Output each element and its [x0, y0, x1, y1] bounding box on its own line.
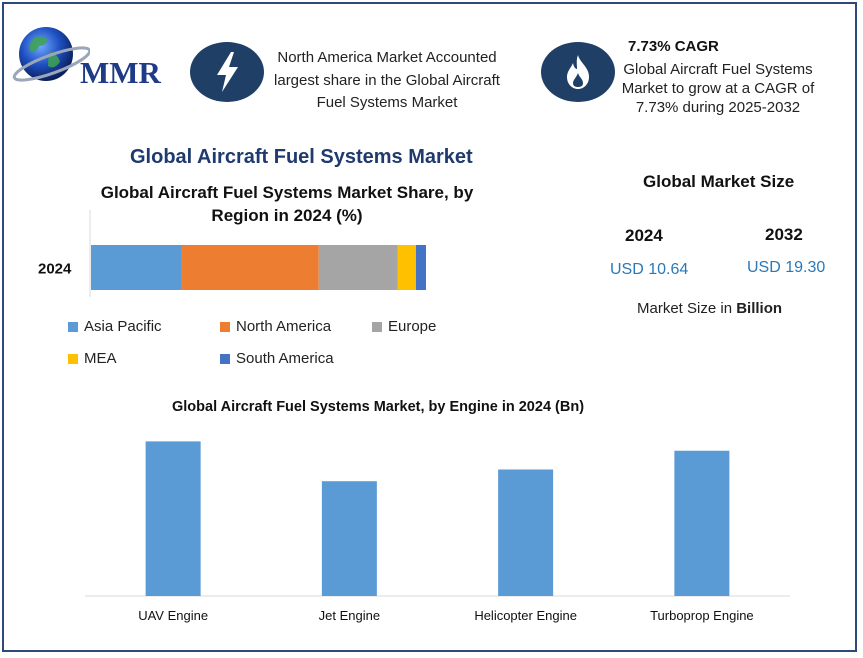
legend-label: Europe — [388, 318, 437, 335]
year-2032: 2032 — [765, 225, 803, 244]
legend-label: North America — [236, 318, 332, 335]
engine-chart-title: Global Aircraft Fuel Systems Market, by … — [172, 399, 585, 415]
engine-category-label: Turboprop Engine — [650, 608, 754, 623]
engine-bar — [498, 469, 554, 596]
legend-item: Asia Pacific — [68, 318, 162, 335]
north-america-info: North America Market Accounted largest s… — [274, 49, 500, 111]
legend-label: MEA — [84, 350, 117, 367]
legend-swatch — [220, 353, 230, 364]
engine-bar — [145, 441, 201, 596]
legend-swatch — [68, 353, 78, 364]
market-value-2024: USD 10.64 — [610, 261, 689, 278]
logo-text: MMR — [80, 55, 161, 90]
cagr-title: 7.73% CAGR — [628, 38, 719, 55]
region-bar-segment — [397, 245, 416, 290]
main-title: Global Aircraft Fuel Systems Market — [130, 146, 473, 168]
legend-swatch — [372, 321, 382, 332]
region-bar-segment — [318, 245, 398, 290]
cagr-info: Global Aircraft Fuel Systems Market to g… — [621, 61, 815, 116]
unit-note-prefix: Market Size in — [637, 300, 737, 317]
legend-item: Europe — [372, 318, 436, 335]
engine-bar-chart: UAV Engine Jet Engine Helicopter Engine Tur… — [85, 441, 790, 623]
region-chart-title: Global Aircraft Fuel Systems Market Shar… — [100, 183, 474, 225]
legend-item: MEA — [68, 350, 117, 367]
region-bar-segment — [181, 245, 319, 290]
lightning-bolt-icon — [190, 42, 264, 102]
legend-swatch — [68, 321, 78, 332]
engine-category-label: Jet Engine — [319, 608, 380, 623]
engine-category-label: UAV Engine — [138, 608, 208, 623]
year-2024: 2024 — [625, 226, 663, 245]
engine-category-label: Helicopter Engine — [474, 608, 577, 623]
globe-icon — [12, 27, 90, 82]
legend-item: South America — [220, 350, 334, 367]
market-value-2032: USD 19.30 — [747, 259, 826, 276]
legend-item: North America — [220, 318, 331, 335]
region-legend: Asia Pacific North America Europe MEA South … — [68, 318, 468, 370]
legend-label: Asia Pacific — [84, 318, 162, 335]
market-size-title: Global Market Size — [643, 172, 795, 191]
legend-label: South America — [236, 350, 334, 367]
unit-note-bold: Billion — [736, 300, 783, 317]
region-category-label: 2024 — [38, 261, 72, 278]
region-share-chart: 2024 — [38, 210, 426, 297]
mmr-logo: MMR — [10, 22, 170, 92]
region-bar-segment — [91, 245, 182, 290]
flame-icon — [541, 42, 615, 102]
market-size-unit-note: Market Size in Billion — [637, 300, 782, 317]
engine-bar — [321, 481, 377, 596]
legend-swatch — [220, 321, 230, 332]
engine-bar — [674, 450, 730, 596]
region-bar-segment — [415, 245, 426, 290]
